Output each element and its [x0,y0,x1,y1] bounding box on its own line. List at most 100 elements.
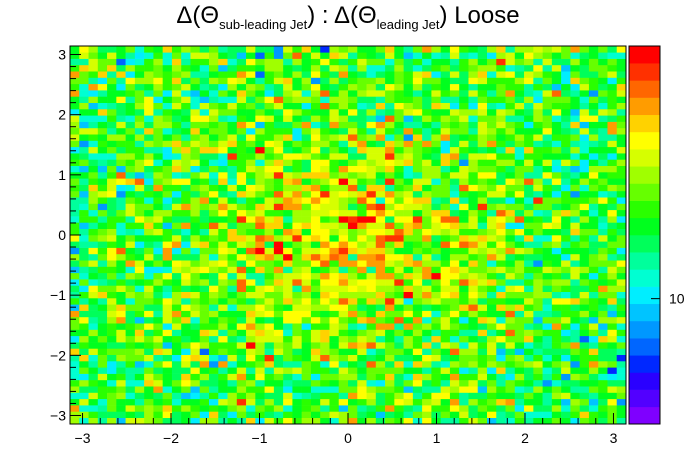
heatmap-cell [570,272,580,280]
heatmap-cell [107,121,117,129]
heatmap-cell [570,83,580,91]
heatmap-cell [209,354,219,362]
heatmap-cell [412,146,423,154]
heatmap-cell [431,304,441,311]
heatmap-cell [422,241,432,248]
heatmap-cell [236,222,247,229]
heatmap-cell [107,153,117,160]
heatmap-cell [107,348,117,355]
heatmap-cell [209,172,219,179]
heatmap-cell [301,291,312,299]
heatmap-cell [209,379,219,387]
heatmap-cell [542,203,553,211]
heatmap-cell [218,58,228,66]
heatmap-cell [134,134,145,141]
heatmap-cell [533,222,543,229]
heatmap-cell [283,417,293,425]
heatmap-cell [542,115,553,122]
heatmap-cell [412,260,423,267]
heatmap-cell [570,342,580,349]
heatmap-cell [246,272,256,280]
heatmap-cell [514,203,525,211]
heatmap-cell [422,291,432,299]
heatmap-cell [375,134,386,141]
heatmap-cell [88,405,99,412]
heatmap-cell [209,304,219,311]
heatmap-cell [181,310,191,318]
heatmap-cell [246,209,256,217]
heatmap-cell [394,373,404,381]
heatmap-cell [607,291,618,299]
heatmap-cell [579,241,590,248]
heatmap-cell [181,329,191,337]
heatmap-cell [533,83,543,91]
heatmap-cell [579,165,590,173]
heatmap-cell [561,329,571,337]
heatmap-cell [616,411,627,418]
heatmap-cell [125,153,136,160]
heatmap-cell [171,172,182,179]
heatmap-cell [561,83,571,91]
heatmap-cell [255,209,265,217]
heatmap-cell [459,209,469,217]
heatmap-cell [440,298,451,305]
x-tick-label: −2 [163,430,179,446]
heatmap-cell [88,96,99,103]
heatmap-cell [459,64,469,72]
heatmap-cell [533,361,543,368]
heatmap-cell [440,190,451,198]
heatmap-cell [412,310,423,318]
heatmap-cell [607,335,618,343]
heatmap-cell [97,71,108,78]
heatmap-cell [320,417,330,425]
heatmap-cell [209,146,219,154]
heatmap-cell [542,361,553,368]
heatmap-cell [162,241,173,248]
heatmap-cell [134,228,145,236]
heatmap-cell [616,203,627,211]
heatmap-cell [88,291,99,299]
heatmap-cell [273,102,284,110]
heatmap-cell [144,140,154,148]
heatmap-cell [107,373,117,381]
heatmap-cell [246,348,256,355]
heatmap-cell [171,373,182,381]
heatmap-cell [477,52,488,59]
heatmap-cell [561,209,571,217]
heatmap-cell [125,354,136,362]
heatmap-cell [273,304,284,311]
heatmap-cell [236,197,247,204]
heatmap-cell [116,398,126,406]
heatmap-cell [209,46,219,53]
heatmap-cell [144,96,154,103]
heatmap-cell [459,58,469,66]
heatmap-cell [505,121,516,129]
heatmap-cell [496,260,506,267]
heatmap-cell [514,348,525,355]
heatmap-cell [329,228,340,236]
heatmap-cell [459,216,469,223]
heatmap-cell [505,279,516,286]
heatmap-cell [514,77,525,85]
heatmap-cell [79,146,89,154]
heatmap-cell [310,323,321,330]
heatmap-cell [440,417,451,425]
heatmap-cell [607,52,618,59]
heatmap-cell [70,298,80,305]
heatmap-cell [431,253,441,261]
heatmap-cell [422,190,432,198]
heatmap-cell [181,172,191,179]
heatmap-cell [125,96,136,103]
heatmap-cell [348,361,358,368]
heatmap-cell [477,102,488,110]
heatmap-cell [561,342,571,349]
heatmap-cell [366,190,377,198]
heatmap-cell [171,190,182,198]
heatmap-cell [255,411,265,418]
heatmap-cell [348,266,358,274]
heatmap-cell [79,172,89,179]
heatmap-cell [162,46,173,53]
heatmap-cell [116,115,126,122]
heatmap-cell [153,109,163,116]
heatmap-cell [97,411,108,418]
